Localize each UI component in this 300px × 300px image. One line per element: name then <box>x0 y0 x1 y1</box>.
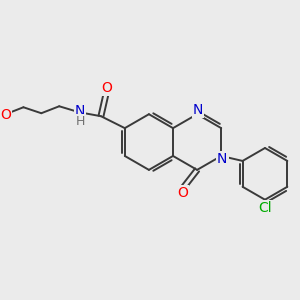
Text: H: H <box>75 115 85 128</box>
Text: Cl: Cl <box>258 201 272 215</box>
Text: N: N <box>193 103 203 117</box>
Text: N: N <box>217 152 227 166</box>
Text: O: O <box>101 81 112 95</box>
Text: N: N <box>75 104 85 118</box>
Text: O: O <box>177 186 188 200</box>
Text: O: O <box>0 108 11 122</box>
